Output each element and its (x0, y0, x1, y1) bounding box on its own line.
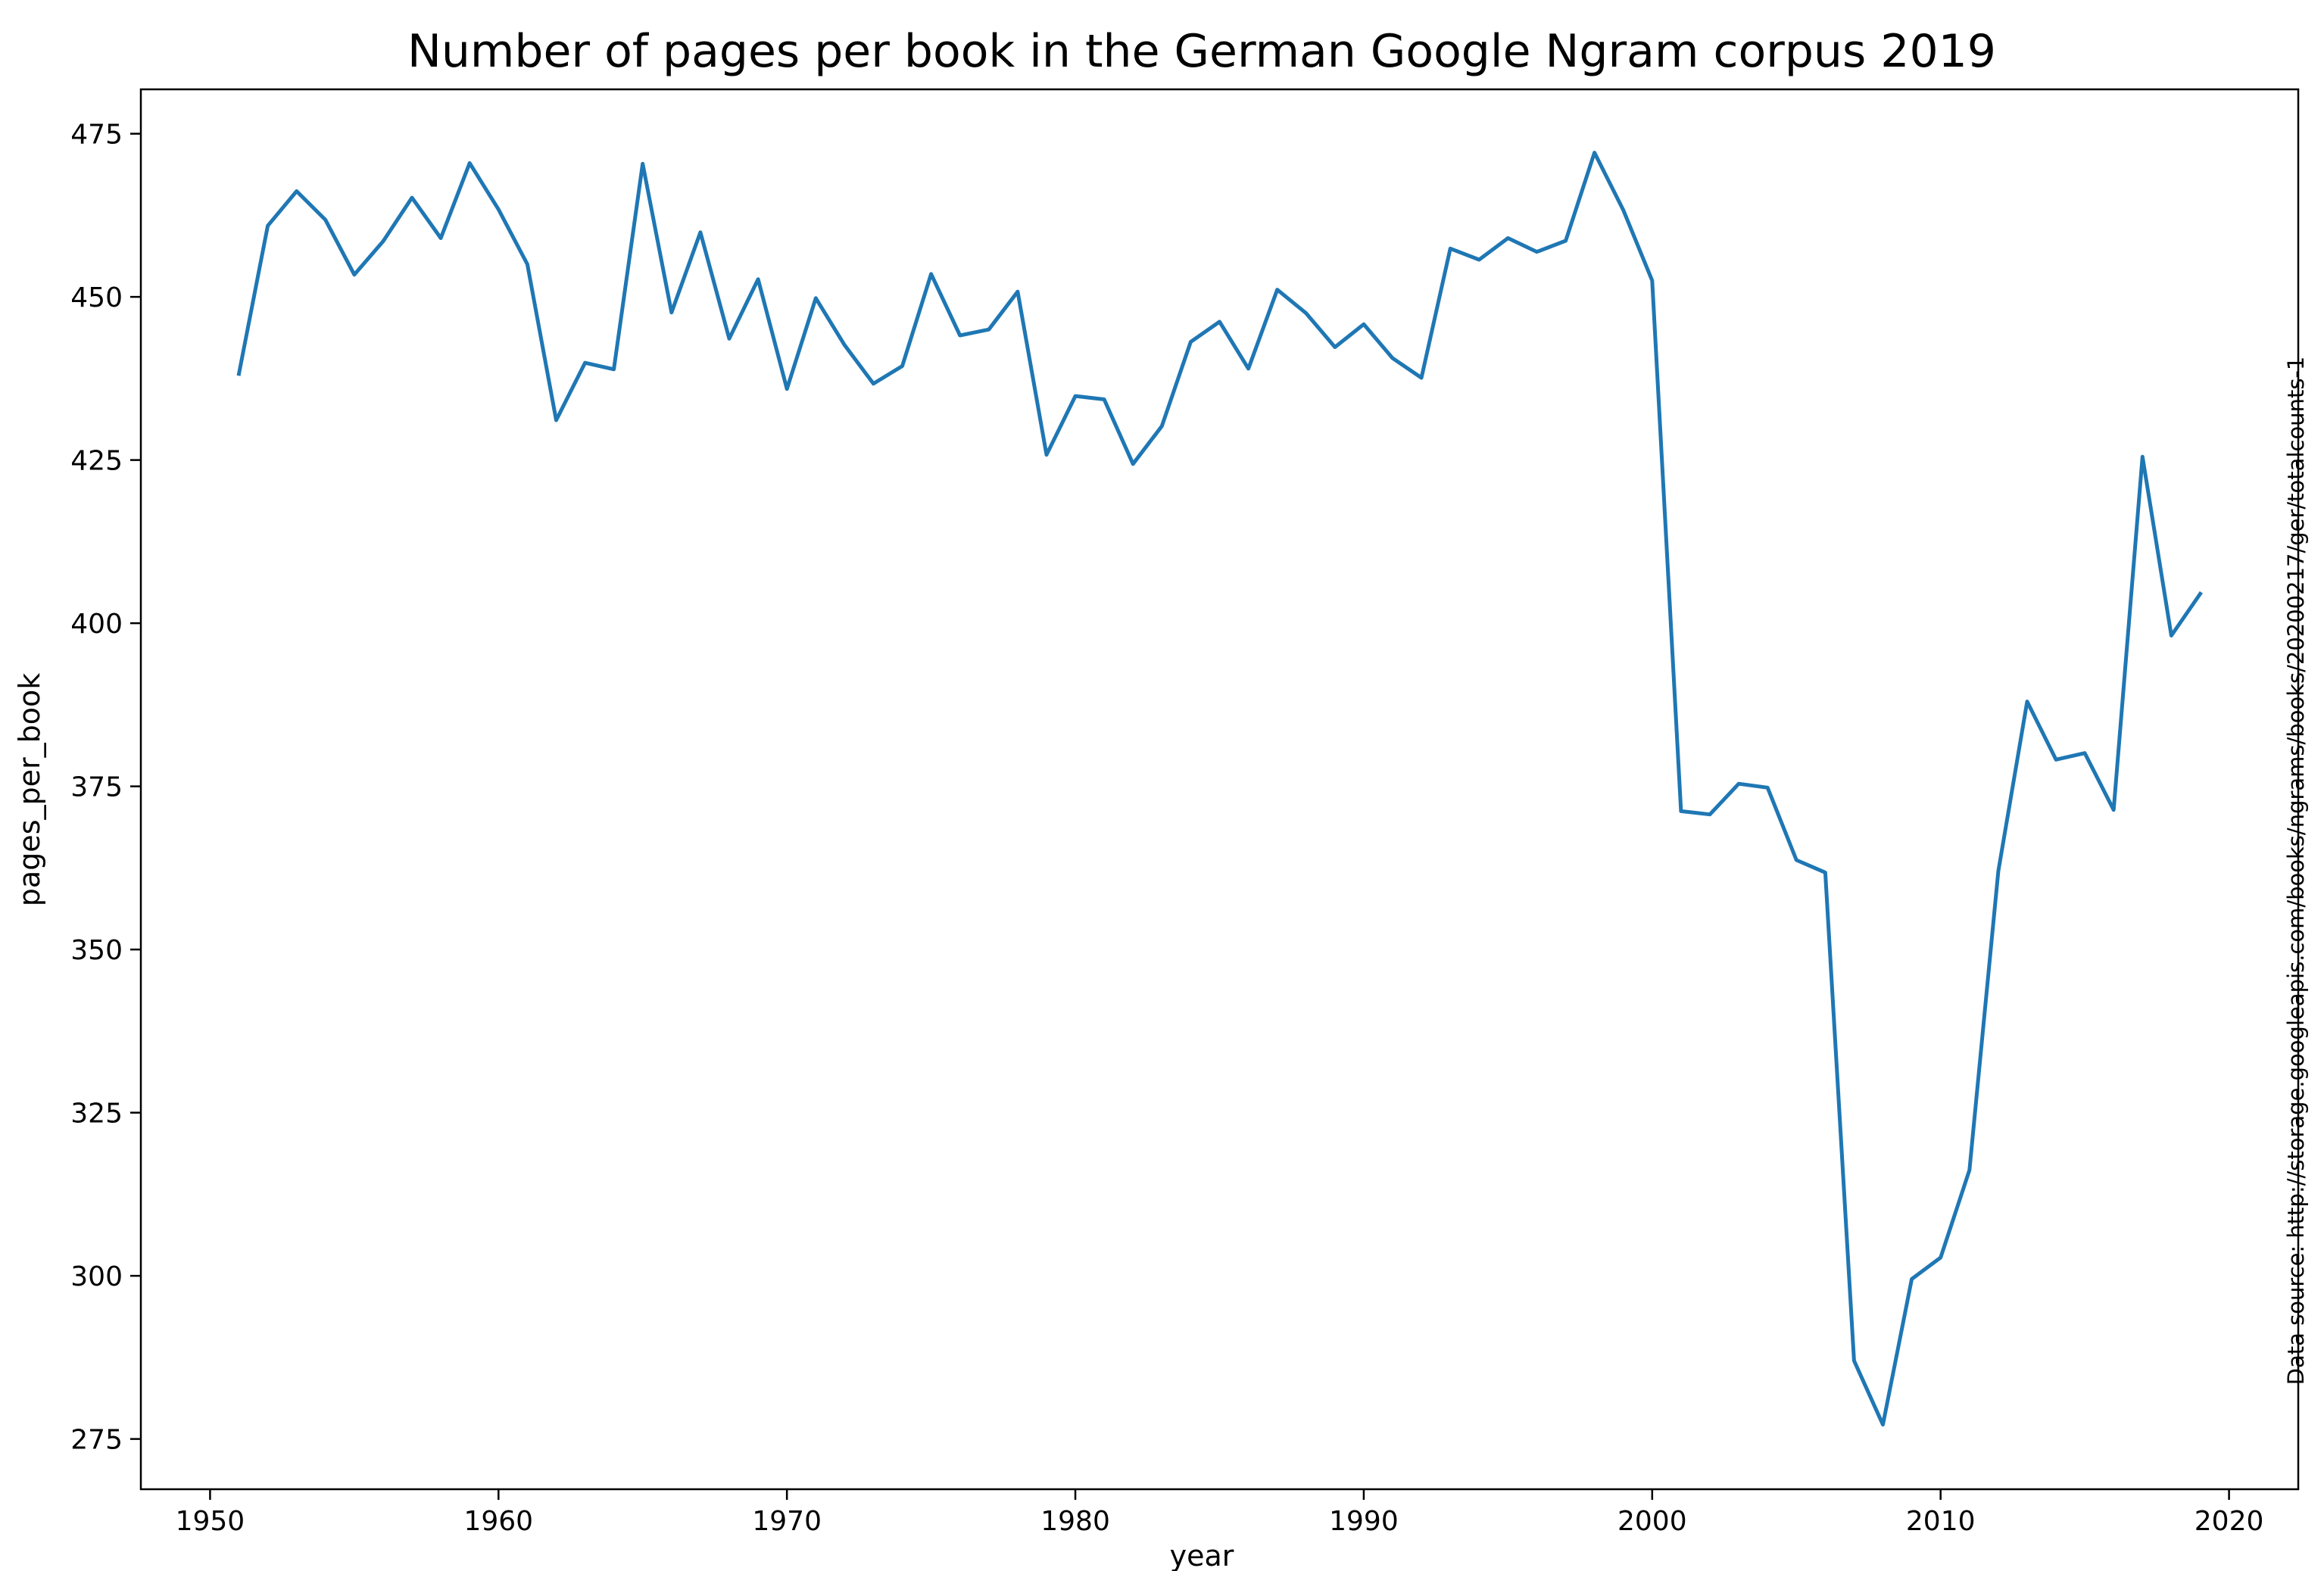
x-tick-label-2010: 2010 (1906, 1506, 1976, 1537)
plot-area: 1950 1960 1970 1980 1990 2000 2010 2020 275 300 32… (70, 88, 2300, 1537)
y-tick-label-450: 450 (70, 282, 123, 313)
x-axis-label: year (1170, 1539, 1234, 1571)
x-tick-label-2000: 2000 (1617, 1506, 1687, 1537)
x-tick-label-1990: 1990 (1329, 1506, 1399, 1537)
series-line-0 (236, 151, 2203, 1427)
y-tick-label-425: 425 (70, 446, 123, 477)
y-tick-label-350: 350 (70, 935, 123, 966)
y-axis-label: pages_per_book (13, 673, 46, 906)
data-source-note: Data source: http://storage.googleapis.c… (2283, 357, 2309, 1386)
y-tick-label-400: 400 (70, 609, 123, 640)
x-tick-label-1960: 1960 (463, 1506, 533, 1537)
y-tick-label-325: 325 (70, 1099, 123, 1130)
y-tick-label-275: 275 (70, 1425, 123, 1456)
x-tick-label-2020: 2020 (2195, 1506, 2264, 1537)
x-tick-label-1980: 1980 (1040, 1506, 1110, 1537)
x-tick-label-1970: 1970 (752, 1506, 822, 1537)
x-tick-label-1950: 1950 (176, 1506, 245, 1537)
y-tick-label-375: 375 (70, 772, 123, 803)
chart-title: Number of pages per book in the German G… (407, 25, 1996, 78)
plot-frame (139, 88, 2300, 1491)
y-tick-label-475: 475 (70, 120, 123, 151)
y-tick-label-300: 300 (70, 1261, 123, 1292)
